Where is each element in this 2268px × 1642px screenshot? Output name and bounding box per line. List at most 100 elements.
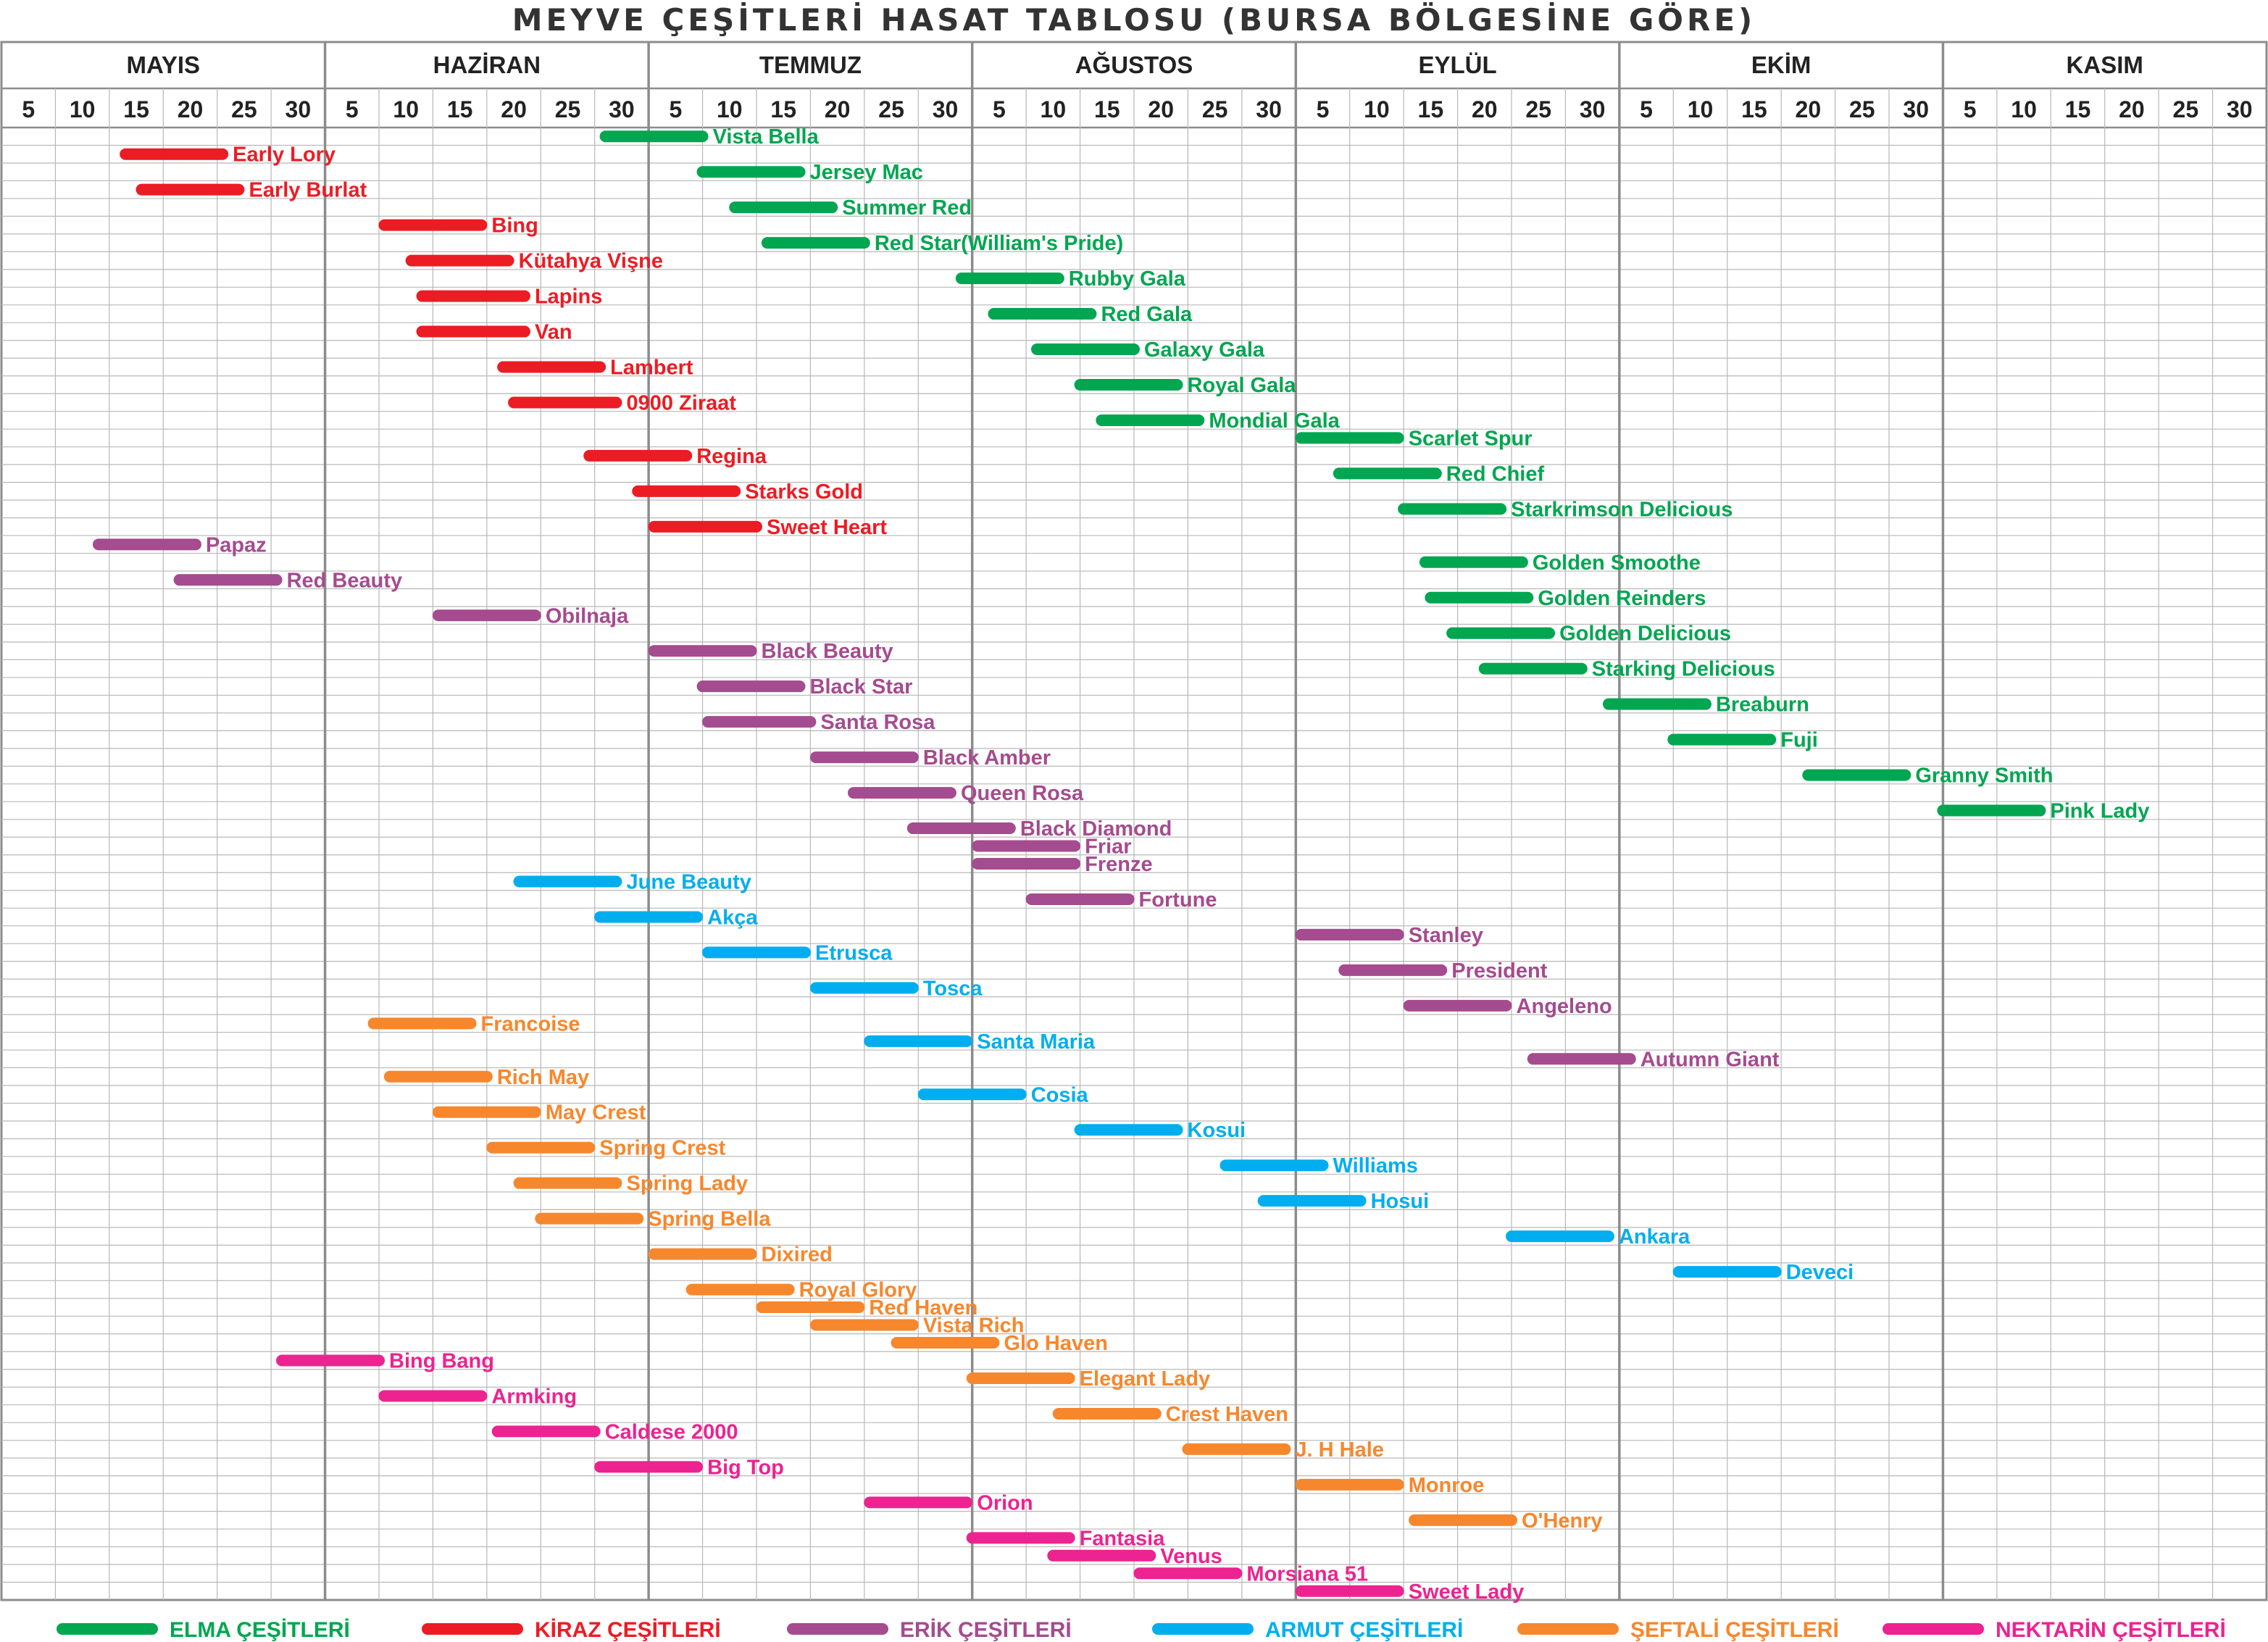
variety-label: Deveci bbox=[1786, 1261, 1854, 1284]
variety-label: Hosui bbox=[1371, 1190, 1430, 1213]
variety-label: Van bbox=[535, 321, 572, 344]
legend-label: ARMUT ÇEŞİTLERİ bbox=[1265, 1618, 1463, 1642]
variety-label: Fuji bbox=[1780, 729, 1818, 752]
day-tick-label: 15 bbox=[770, 96, 796, 122]
day-tick-label: 15 bbox=[1094, 96, 1120, 122]
day-tick-label: 25 bbox=[878, 96, 904, 122]
variety-label: Elegant Lady bbox=[1080, 1367, 1211, 1391]
variety-label: Queen Rosa bbox=[961, 782, 1084, 805]
day-tick-label: 30 bbox=[285, 96, 312, 122]
variety-label: Rubby Gala bbox=[1069, 267, 1186, 291]
day-tick-label: 10 bbox=[1688, 96, 1714, 122]
variety-label: Armking bbox=[491, 1385, 577, 1408]
variety-label: J. H Hale bbox=[1295, 1438, 1384, 1462]
variety-label: Crest Haven bbox=[1166, 1403, 1288, 1426]
variety-label: Starking Delicious bbox=[1592, 658, 1775, 681]
variety-label: Papaz bbox=[206, 533, 267, 557]
variety-label: Caldese 2000 bbox=[605, 1420, 738, 1443]
day-tick-label: 10 bbox=[717, 96, 743, 122]
variety-label: Santa Maria bbox=[977, 1030, 1096, 1054]
variety-label: Golden Smoothe bbox=[1533, 551, 1701, 575]
day-tick-label: 20 bbox=[1796, 96, 1822, 122]
day-tick-label: 10 bbox=[1041, 96, 1067, 122]
variety-label: Royal Gala bbox=[1188, 374, 1297, 397]
variety-label: Granny Smith bbox=[1915, 764, 2053, 788]
variety-label: Bing bbox=[491, 214, 538, 238]
variety-label: Tosca bbox=[923, 977, 983, 1000]
variety-label: Big Top bbox=[707, 1456, 784, 1479]
variety-label: Red Haven bbox=[869, 1296, 977, 1320]
variety-label: Sweet Lady bbox=[1409, 1580, 1525, 1604]
day-tick-label: 20 bbox=[1472, 96, 1498, 122]
day-tick-label: 10 bbox=[393, 96, 419, 122]
variety-label: Starkrimson Delicious bbox=[1511, 498, 1733, 521]
variety-label: Starks Gold bbox=[745, 480, 863, 504]
legend-label: ŞEFTALİ ÇEŞİTLERİ bbox=[1630, 1618, 1839, 1642]
variety-label: Rich May bbox=[497, 1066, 589, 1089]
variety-label: Akça bbox=[707, 906, 758, 929]
variety-label: Frenze bbox=[1085, 853, 1152, 876]
day-tick-label: 5 bbox=[1317, 96, 1330, 122]
month-label: AĞUSTOS bbox=[1075, 51, 1193, 78]
variety-label: Monroe bbox=[1409, 1474, 1485, 1497]
month-label: TEMMUZ bbox=[759, 51, 862, 78]
day-tick-label: 20 bbox=[178, 96, 204, 122]
variety-label: Spring Crest bbox=[599, 1137, 725, 1160]
variety-label: May Crest bbox=[546, 1101, 646, 1125]
variety-label: Early Burlat bbox=[249, 179, 367, 202]
variety-label: Obilnaja bbox=[546, 604, 629, 628]
day-tick-label: 20 bbox=[2119, 96, 2145, 122]
day-tick-label: 10 bbox=[70, 96, 96, 122]
variety-label: Angeleno bbox=[1517, 995, 1612, 1018]
variety-label: Etrusca bbox=[815, 941, 893, 964]
variety-label: Bing Bang bbox=[389, 1349, 494, 1372]
month-label: MAYIS bbox=[127, 51, 200, 78]
legend-label: ERİK ÇEŞİTLERİ bbox=[900, 1618, 1072, 1642]
month-label: EKİM bbox=[1751, 51, 1812, 78]
variety-label: Spring Bella bbox=[648, 1208, 771, 1231]
variety-label: Stanley bbox=[1409, 924, 1483, 947]
day-tick-label: 15 bbox=[1418, 96, 1444, 122]
variety-label: Black Amber bbox=[923, 746, 1051, 770]
variety-label: Early Lory bbox=[233, 143, 335, 167]
variety-label: June Beauty bbox=[626, 870, 751, 893]
chart-title: MEYVE ÇEŞİTLERİ HASAT TABLOSU (BURSA BÖL… bbox=[512, 2, 1756, 38]
day-tick-label: 15 bbox=[447, 96, 473, 122]
day-tick-label: 30 bbox=[2227, 96, 2253, 122]
variety-label: Vista Bella bbox=[713, 125, 820, 149]
variety-label: Kütahya Vişne bbox=[519, 250, 663, 273]
day-tick-label: 15 bbox=[2065, 96, 2091, 122]
day-tick-label: 25 bbox=[231, 96, 257, 122]
variety-label: Spring Lady bbox=[626, 1172, 748, 1196]
day-tick-label: 20 bbox=[501, 96, 527, 122]
day-tick-label: 30 bbox=[1256, 96, 1282, 122]
variety-label: Fantasia bbox=[1080, 1527, 1166, 1550]
variety-label: Williams bbox=[1333, 1154, 1418, 1178]
variety-label: Galaxy Gala bbox=[1144, 338, 1265, 362]
day-tick-label: 20 bbox=[1148, 96, 1174, 122]
variety-label: Golden Delicious bbox=[1559, 622, 1731, 646]
variety-label: Venus bbox=[1160, 1545, 1222, 1568]
month-label: EYLÜL bbox=[1418, 51, 1496, 78]
variety-label: Lapins bbox=[535, 286, 602, 309]
variety-label: Summer Red bbox=[842, 196, 972, 220]
variety-label: Orion bbox=[977, 1491, 1033, 1514]
variety-label: Red Beauty bbox=[287, 569, 403, 592]
day-tick-label: 5 bbox=[1640, 96, 1653, 122]
day-tick-label: 10 bbox=[1364, 96, 1390, 122]
variety-label: Pink Lady bbox=[2050, 800, 2149, 823]
day-tick-label: 5 bbox=[669, 96, 682, 122]
legend-label: NEKTARİN ÇEŞİTLERİ bbox=[1996, 1618, 2226, 1642]
day-tick-label: 25 bbox=[2173, 96, 2199, 122]
variety-label: Cosia bbox=[1031, 1083, 1089, 1107]
day-tick-label: 30 bbox=[609, 96, 635, 122]
variety-label: Regina bbox=[696, 445, 767, 468]
variety-label: Kosui bbox=[1188, 1119, 1246, 1142]
variety-label: Santa Rosa bbox=[820, 711, 935, 734]
variety-label: Scarlet Spur bbox=[1409, 427, 1533, 450]
day-tick-label: 20 bbox=[825, 96, 851, 122]
variety-label: Jersey Mac bbox=[810, 161, 923, 184]
day-tick-label: 25 bbox=[555, 96, 581, 122]
month-label: HAZİRAN bbox=[433, 51, 541, 78]
